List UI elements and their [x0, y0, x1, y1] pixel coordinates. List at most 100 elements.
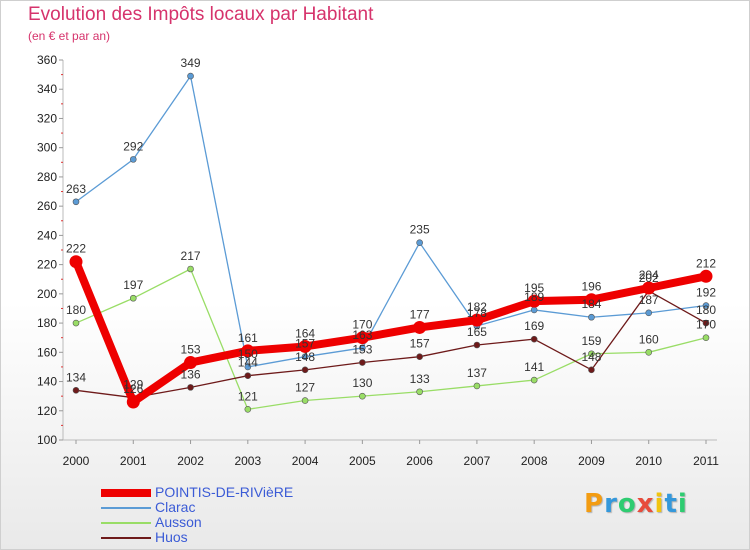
data-label: 141 [524, 360, 544, 374]
legend-swatch [101, 489, 151, 497]
data-label: 153 [181, 343, 201, 357]
data-point [588, 350, 595, 358]
data-point [645, 349, 653, 356]
data-point [129, 294, 137, 302]
data-point [699, 269, 713, 283]
data-point [129, 156, 137, 163]
data-label: 153 [352, 343, 372, 357]
data-point [359, 392, 366, 400]
data-label: 126 [123, 382, 143, 396]
data-label: 129 [123, 378, 143, 392]
data-point [244, 363, 252, 371]
x-tick-label: 2008 [521, 454, 548, 468]
data-label: 263 [66, 182, 86, 196]
y-tick-label: 200 [37, 287, 57, 301]
legend-label: Clarac [155, 499, 196, 515]
data-point [359, 359, 366, 366]
data-label: 217 [181, 249, 201, 263]
data-point [530, 376, 538, 384]
y-tick-label: 160 [37, 345, 57, 359]
x-tick-label: 2010 [635, 454, 662, 468]
series-line-clarac [75, 75, 707, 368]
data-label: 137 [467, 366, 487, 380]
series-line-huos [75, 290, 707, 399]
data-point [126, 395, 140, 409]
data-point [470, 313, 484, 327]
data-label: 235 [410, 223, 430, 237]
x-tick-label: 2006 [406, 454, 433, 468]
data-point [69, 255, 83, 269]
legend-item: Ausson [101, 514, 361, 530]
data-label: 192 [696, 286, 716, 300]
data-point [244, 372, 252, 379]
data-label: 195 [524, 281, 544, 295]
x-tick-label: 2001 [120, 454, 147, 468]
data-label: 222 [66, 242, 86, 256]
data-point [187, 265, 194, 273]
data-label: 182 [467, 300, 487, 314]
data-point [187, 72, 194, 80]
legend-swatch [101, 537, 151, 539]
data-point [702, 334, 710, 341]
data-label: 180 [696, 303, 716, 317]
data-label: 165 [467, 325, 487, 339]
y-tick-label: 340 [37, 82, 57, 96]
data-label: 164 [295, 326, 315, 340]
legend-item: Huos [101, 529, 361, 545]
y-tick-label: 300 [37, 141, 57, 155]
data-label: 180 [66, 303, 86, 317]
legend-swatch [101, 522, 151, 524]
x-tick-label: 2009 [578, 454, 605, 468]
data-point [473, 382, 481, 390]
data-label: 148 [581, 350, 601, 364]
y-tick-label: 260 [37, 199, 57, 213]
data-point [359, 344, 366, 352]
data-label: 133 [410, 372, 430, 386]
data-label: 157 [410, 337, 430, 351]
series-line-pointis-de-rivi-re [72, 257, 710, 406]
data-point [72, 319, 80, 327]
data-label: 170 [352, 318, 372, 332]
data-label: 187 [639, 293, 659, 307]
data-point [645, 309, 653, 317]
data-point [527, 294, 541, 308]
y-tick-label: 280 [37, 170, 57, 184]
data-point [355, 331, 369, 345]
data-label: 161 [238, 331, 258, 345]
data-label: 157 [295, 337, 315, 351]
y-tick-label: 140 [37, 375, 57, 389]
y-tick-label: 240 [37, 228, 57, 242]
data-point [588, 366, 595, 374]
data-label: 212 [696, 256, 716, 270]
data-label: 136 [181, 367, 201, 381]
data-point [702, 302, 710, 309]
logo-letter: x [636, 489, 655, 519]
y-tick-label: 320 [37, 111, 57, 125]
x-tick-label: 2004 [292, 454, 319, 468]
data-point [301, 366, 309, 374]
logo-letter: P [584, 489, 605, 519]
data-label: 170 [696, 318, 716, 332]
legend-label: Huos [155, 529, 188, 545]
legend-swatch [101, 507, 151, 509]
data-label: 130 [352, 376, 372, 390]
y-tick-label: 180 [37, 316, 57, 330]
x-tick-label: 2003 [234, 454, 261, 468]
data-label: 160 [639, 332, 659, 346]
data-point [72, 198, 80, 206]
data-point [416, 388, 423, 396]
chart-subtitle: (en € et par an) [28, 29, 111, 43]
data-label: 127 [295, 381, 315, 395]
data-label: 134 [66, 370, 86, 384]
data-point [416, 353, 423, 360]
data-point [473, 341, 481, 349]
data-point [584, 293, 598, 307]
data-label: 159 [581, 334, 601, 348]
y-tick-label: 360 [37, 53, 57, 67]
data-label: 197 [123, 278, 143, 292]
data-label: 189 [524, 290, 544, 304]
data-point [413, 320, 427, 334]
data-point [530, 306, 538, 314]
data-point [702, 319, 710, 327]
